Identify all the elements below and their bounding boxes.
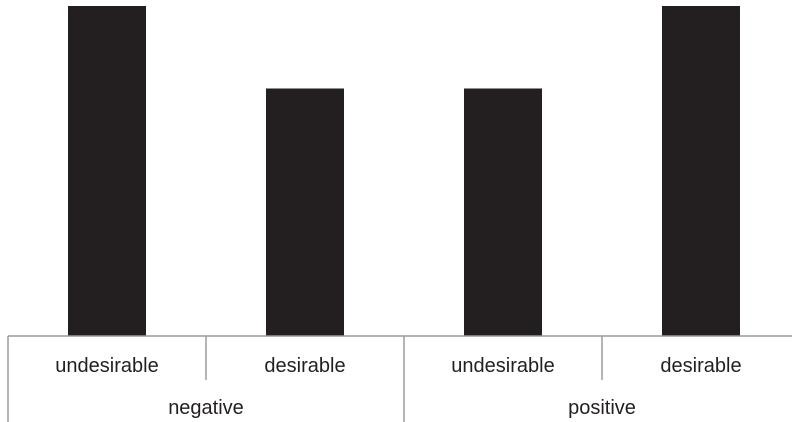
bar-3 bbox=[464, 88, 542, 336]
bars bbox=[68, 6, 740, 336]
group-label-positive: positive bbox=[568, 397, 636, 419]
category-axis bbox=[7, 335, 792, 422]
category-label: desirable bbox=[264, 355, 345, 377]
group-label-negative: negative bbox=[168, 397, 244, 419]
bar-2 bbox=[266, 88, 344, 336]
bar-1 bbox=[68, 6, 146, 336]
category-label: desirable bbox=[660, 355, 741, 377]
category-label: undesirable bbox=[451, 355, 554, 377]
axis-labels: undesirable desirable undesirable desirable… bbox=[55, 355, 741, 419]
category-label: undesirable bbox=[55, 355, 158, 377]
bar-4 bbox=[662, 6, 740, 336]
